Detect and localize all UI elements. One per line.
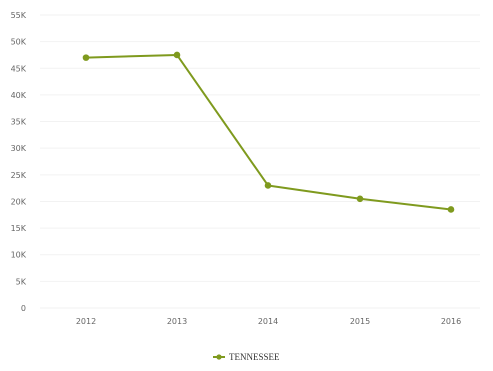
y-tick-label: 40K bbox=[11, 91, 27, 100]
x-tick-label: 2014 bbox=[258, 317, 278, 326]
series-layer bbox=[82, 51, 455, 213]
x-tick-label: 2015 bbox=[350, 317, 370, 326]
y-tick-label: 10K bbox=[11, 251, 27, 260]
x-tick-label: 2016 bbox=[441, 317, 461, 326]
data-point[interactable] bbox=[264, 182, 272, 189]
y-tick-label: 45K bbox=[11, 64, 27, 73]
y-tick-label: 30K bbox=[11, 144, 27, 153]
data-point[interactable] bbox=[82, 54, 90, 61]
x-tick-label: 2012 bbox=[76, 317, 96, 326]
y-tick-label: 0 bbox=[21, 304, 26, 313]
y-tick-label: 55K bbox=[11, 11, 27, 20]
y-tick-label: 50K bbox=[11, 38, 27, 47]
x-tick-label: 2013 bbox=[167, 317, 187, 326]
legend[interactable]: TENNESSEE bbox=[213, 352, 280, 362]
legend-label[interactable]: TENNESSEE bbox=[229, 352, 280, 362]
y-tick-label: 15K bbox=[11, 224, 27, 233]
y-tick-label: 25K bbox=[11, 171, 27, 180]
grid-lines bbox=[40, 14, 480, 309]
data-point[interactable] bbox=[447, 206, 455, 213]
x-axis: 2012 2013 2014 2015 2016 bbox=[76, 317, 461, 326]
y-tick-label: 20K bbox=[11, 197, 27, 206]
data-point[interactable] bbox=[173, 51, 181, 59]
y-tick-label: 5K bbox=[16, 277, 27, 286]
data-point[interactable] bbox=[356, 195, 364, 203]
y-axis: 0 5K 10K 15K 20K 25K 30K 35K 40K 45K 50K 55K bbox=[11, 11, 27, 313]
y-tick-label: 35K bbox=[11, 118, 27, 127]
legend-swatch-marker bbox=[216, 354, 222, 360]
